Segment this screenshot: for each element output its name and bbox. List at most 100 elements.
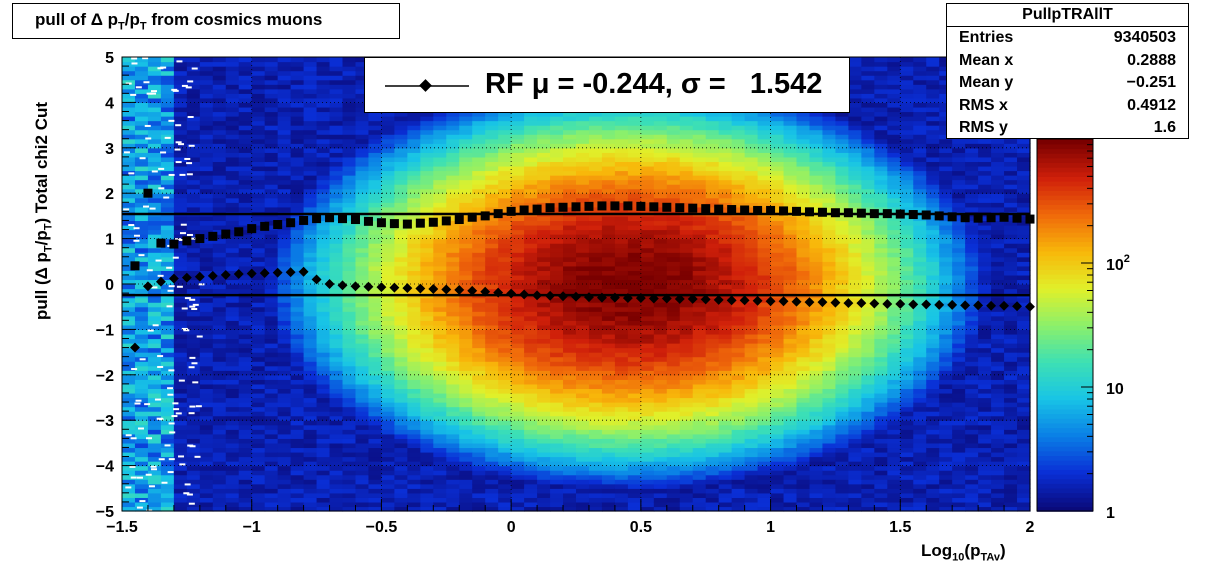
sigma-marker <box>675 203 685 213</box>
mean-marker <box>947 299 958 310</box>
mean-marker <box>480 286 491 297</box>
y-tick-label: 5 <box>105 50 114 67</box>
color-scale-frame <box>1036 138 1094 512</box>
stats-value: 0.4912 <box>1127 96 1176 114</box>
sigma-marker <box>338 214 348 224</box>
mean-marker <box>285 267 296 278</box>
sigma-marker <box>143 188 153 198</box>
y-tick-label: −4 <box>96 459 114 476</box>
sigma-marker <box>286 218 296 228</box>
sigma-marker <box>753 205 763 215</box>
sigma-marker <box>208 231 218 241</box>
sigma-marker <box>312 214 322 224</box>
sigma-marker <box>701 204 711 214</box>
sigma-marker <box>649 202 659 212</box>
title-delta: Δ <box>90 10 103 29</box>
mean-marker <box>934 299 945 310</box>
mean-marker <box>882 299 893 309</box>
legend-box: RF μ = -0.244, σ = 1.542 <box>364 57 850 113</box>
sigma-marker <box>1025 214 1035 224</box>
mean-marker <box>1012 301 1022 312</box>
x-tick-label: 2 <box>1026 519 1035 536</box>
mean-marker <box>272 267 283 278</box>
mean-marker <box>337 280 348 291</box>
legend-marker-sample <box>385 79 469 92</box>
sigma-marker <box>389 219 399 229</box>
sigma-marker <box>493 209 503 219</box>
sigma-marker <box>636 201 646 211</box>
stats-label: RMS x <box>959 96 1008 114</box>
sigma-marker <box>597 201 607 211</box>
sigma-marker <box>519 205 529 215</box>
sigma-marker <box>545 203 555 213</box>
sigma-marker <box>610 201 620 211</box>
sigma-marker <box>623 201 633 211</box>
stats-value: −0.251 <box>1126 74 1176 91</box>
sigma-marker <box>688 203 698 213</box>
sigma-marker <box>532 204 542 214</box>
stats-label: Mean x <box>959 51 1014 69</box>
mean-marker <box>350 281 361 292</box>
sigma-marker <box>584 201 594 211</box>
y-tick-label: 1 <box>105 232 114 249</box>
sigma-marker <box>325 213 335 223</box>
sigma-marker <box>428 217 438 227</box>
sigma-marker <box>182 236 192 246</box>
legend-text: RF μ = -0.244, σ = 1.542 <box>485 68 823 100</box>
mean-marker <box>311 274 322 285</box>
sigma-marker <box>779 206 789 216</box>
mean-marker <box>220 269 231 280</box>
mean-marker <box>1025 301 1035 312</box>
sigma-marker <box>376 218 386 228</box>
sigma-marker <box>415 218 425 228</box>
sigma-marker <box>260 221 270 231</box>
stats-value: 9340503 <box>1113 29 1176 46</box>
sigma-marker <box>350 215 360 225</box>
stats-label: Entries <box>959 29 1014 46</box>
mean-marker <box>622 293 633 304</box>
sigma-marker <box>195 234 205 244</box>
mean-marker <box>155 276 166 287</box>
mean-marker <box>545 290 556 301</box>
x-tick-label: −1 <box>243 519 261 536</box>
mean-marker <box>804 297 815 308</box>
mean-marker <box>259 268 270 279</box>
mean-marker <box>181 272 192 283</box>
sigma-marker <box>973 213 983 223</box>
x-axis-title: Log10(pTAv) <box>921 541 1006 564</box>
sigma-marker <box>558 202 568 212</box>
sigma-marker <box>856 208 866 218</box>
sigma-marker <box>662 202 672 212</box>
y-tick-label: −3 <box>96 413 114 430</box>
stats-row-entries: Entries 9340503 <box>947 27 1188 50</box>
sigma-marker <box>934 211 944 221</box>
stats-value: 1.6 <box>1153 119 1176 136</box>
mean-marker <box>752 295 763 306</box>
sigma-marker <box>960 213 970 223</box>
sigma-marker <box>792 206 802 216</box>
mean-marker <box>596 292 607 303</box>
mean-marker <box>687 294 698 304</box>
sigma-marker <box>441 216 451 226</box>
mean-marker <box>635 293 646 304</box>
title-box: pull of Δ pT/pT from cosmics muons <box>12 3 400 39</box>
mean-marker <box>142 281 153 292</box>
sigma-marker <box>804 207 814 217</box>
z-tick-exponent: 2 <box>1124 253 1130 265</box>
mean-marker <box>571 291 581 302</box>
x-tick-label: 0 <box>507 519 516 536</box>
x-tick-label: 1 <box>766 519 775 536</box>
stats-title: PullpTRAllT <box>947 4 1188 27</box>
sigma-marker <box>156 238 166 248</box>
sigma-marker <box>571 202 581 212</box>
sigma-marker <box>130 261 140 271</box>
stats-box: PullpTRAllT Entries 9340503 Mean x 0.2888 … <box>946 3 1189 139</box>
sigma-marker <box>882 209 892 219</box>
sigma-marker <box>506 206 516 216</box>
sparse-bins <box>123 57 205 512</box>
mean-marker <box>843 298 854 309</box>
y-tick-label: −2 <box>96 368 114 385</box>
mean-marker <box>661 293 672 304</box>
sigma-marker <box>480 211 490 221</box>
mean-marker <box>441 284 452 295</box>
